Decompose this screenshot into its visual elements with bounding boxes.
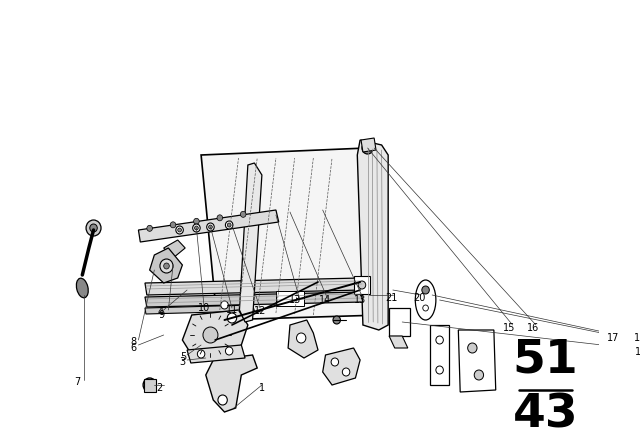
Polygon shape [288, 320, 318, 358]
Circle shape [468, 343, 477, 353]
Circle shape [225, 347, 233, 355]
Polygon shape [206, 355, 257, 412]
Circle shape [227, 223, 231, 227]
Circle shape [474, 370, 484, 380]
Polygon shape [389, 336, 408, 348]
Polygon shape [201, 148, 381, 320]
Text: 6: 6 [131, 343, 137, 353]
Polygon shape [239, 163, 262, 322]
Circle shape [209, 225, 212, 229]
Polygon shape [361, 138, 376, 152]
Circle shape [176, 226, 183, 234]
Circle shape [227, 313, 237, 323]
Polygon shape [145, 278, 363, 295]
Circle shape [365, 145, 371, 151]
Circle shape [164, 263, 170, 269]
Circle shape [193, 224, 200, 232]
Circle shape [355, 277, 365, 287]
Circle shape [194, 218, 199, 224]
Circle shape [225, 221, 233, 229]
Bar [353, 276, 371, 294]
Circle shape [86, 220, 101, 236]
Text: 19: 19 [635, 347, 640, 357]
Circle shape [147, 225, 152, 231]
Text: 2: 2 [156, 383, 162, 393]
Text: 13: 13 [289, 295, 301, 305]
Ellipse shape [76, 278, 88, 298]
Circle shape [147, 382, 152, 388]
Text: 14: 14 [319, 295, 332, 305]
Circle shape [170, 222, 176, 228]
Circle shape [342, 368, 350, 376]
Text: 43: 43 [513, 392, 578, 438]
Polygon shape [145, 292, 363, 307]
Circle shape [331, 358, 339, 366]
Circle shape [199, 323, 221, 347]
Circle shape [423, 305, 428, 311]
Text: 5: 5 [180, 352, 186, 362]
Circle shape [207, 223, 214, 231]
Text: 51: 51 [513, 337, 578, 383]
Circle shape [178, 228, 182, 232]
Polygon shape [187, 345, 245, 363]
Ellipse shape [415, 280, 436, 320]
Bar [276, 291, 304, 306]
Text: 7: 7 [74, 377, 81, 387]
Circle shape [333, 316, 340, 324]
Circle shape [90, 224, 97, 232]
Circle shape [217, 215, 223, 221]
Circle shape [143, 378, 156, 392]
Circle shape [241, 211, 246, 217]
Text: 15: 15 [502, 323, 515, 333]
Text: 10: 10 [198, 303, 210, 313]
Text: 16: 16 [527, 323, 540, 333]
Polygon shape [164, 240, 185, 258]
Circle shape [195, 226, 198, 230]
Text: 9: 9 [159, 310, 165, 320]
Text: 21: 21 [385, 293, 397, 303]
Text: 17: 17 [607, 333, 619, 343]
Text: 1: 1 [259, 383, 265, 393]
Polygon shape [323, 348, 360, 385]
Bar [389, 308, 410, 336]
Text: 8: 8 [131, 337, 137, 347]
Circle shape [203, 327, 218, 343]
Bar [430, 325, 449, 385]
Text: 20: 20 [413, 293, 425, 303]
Circle shape [358, 281, 365, 289]
Circle shape [206, 330, 215, 340]
Polygon shape [182, 310, 248, 360]
Circle shape [436, 366, 444, 374]
Polygon shape [138, 210, 279, 242]
Circle shape [296, 333, 306, 343]
Circle shape [160, 259, 173, 273]
Polygon shape [458, 330, 496, 392]
Circle shape [221, 301, 228, 309]
Bar [144, 379, 156, 392]
Text: 13: 13 [354, 295, 366, 305]
Text: 12: 12 [254, 306, 266, 316]
Circle shape [422, 286, 429, 294]
Polygon shape [150, 248, 182, 283]
Polygon shape [357, 140, 388, 330]
Circle shape [362, 142, 373, 154]
Circle shape [356, 286, 364, 294]
Circle shape [197, 350, 205, 358]
Circle shape [192, 315, 229, 355]
Circle shape [218, 395, 227, 405]
Text: 1R: 1R [634, 333, 640, 343]
Text: 4: 4 [158, 307, 164, 317]
Text: 3: 3 [179, 357, 186, 367]
Circle shape [436, 336, 444, 344]
Text: 11: 11 [226, 305, 238, 315]
Polygon shape [145, 305, 255, 314]
